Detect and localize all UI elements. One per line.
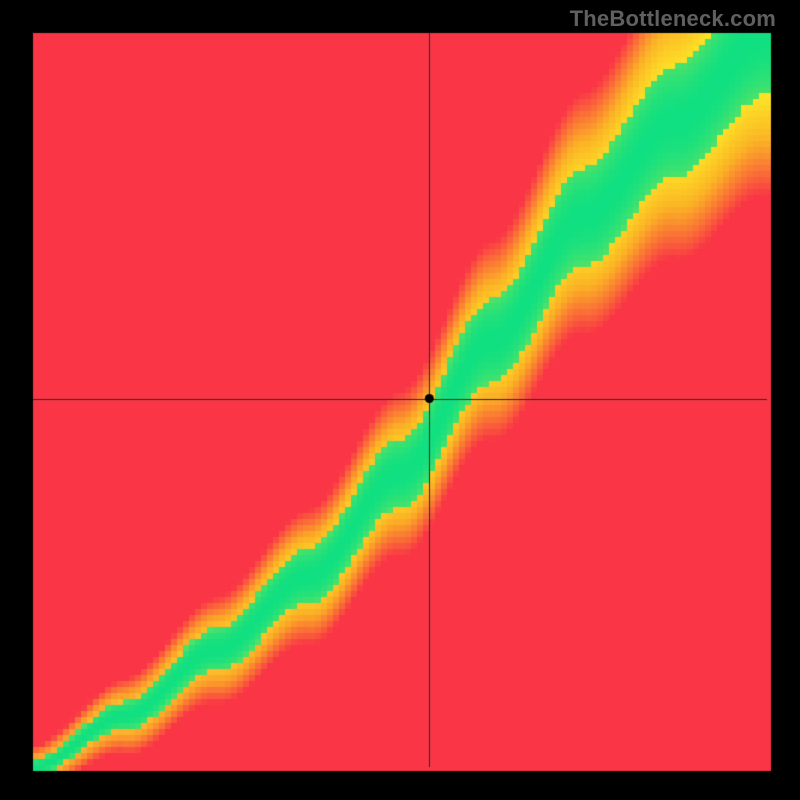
chart-container: TheBottleneck.com [0, 0, 800, 800]
heatmap-canvas [0, 0, 800, 800]
watermark-text: TheBottleneck.com [570, 6, 776, 32]
